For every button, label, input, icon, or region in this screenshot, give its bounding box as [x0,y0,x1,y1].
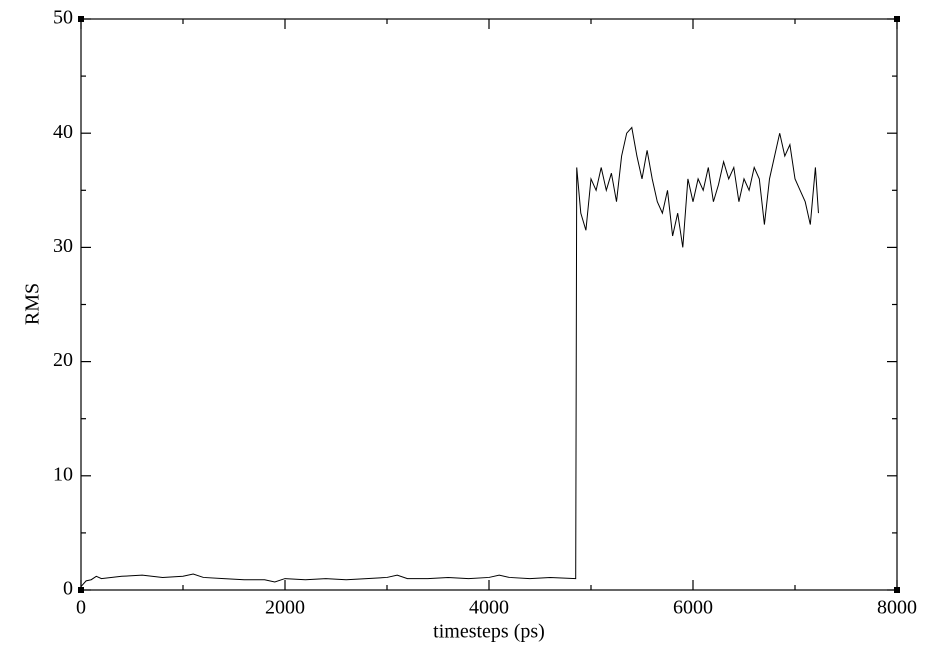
y-tick-label: 20 [53,349,73,371]
x-tick-label: 8000 [877,597,917,619]
x-tick-label: 4000 [469,597,509,619]
x-tick-label: 6000 [673,597,713,619]
y-axis-label: RMS [22,283,44,325]
data-line [80,126,819,587]
plot-frame [80,18,898,591]
y-tick-label: 50 [53,7,73,29]
y-tick-label: 30 [53,235,73,257]
y-tick-label: 0 [63,578,73,600]
y-tick-label: 40 [53,121,73,143]
x-tick-label: 2000 [265,597,305,619]
y-tick-label: 10 [53,463,73,485]
x-tick-label: 0 [76,597,86,619]
x-axis-label: timesteps (ps) [433,621,545,643]
